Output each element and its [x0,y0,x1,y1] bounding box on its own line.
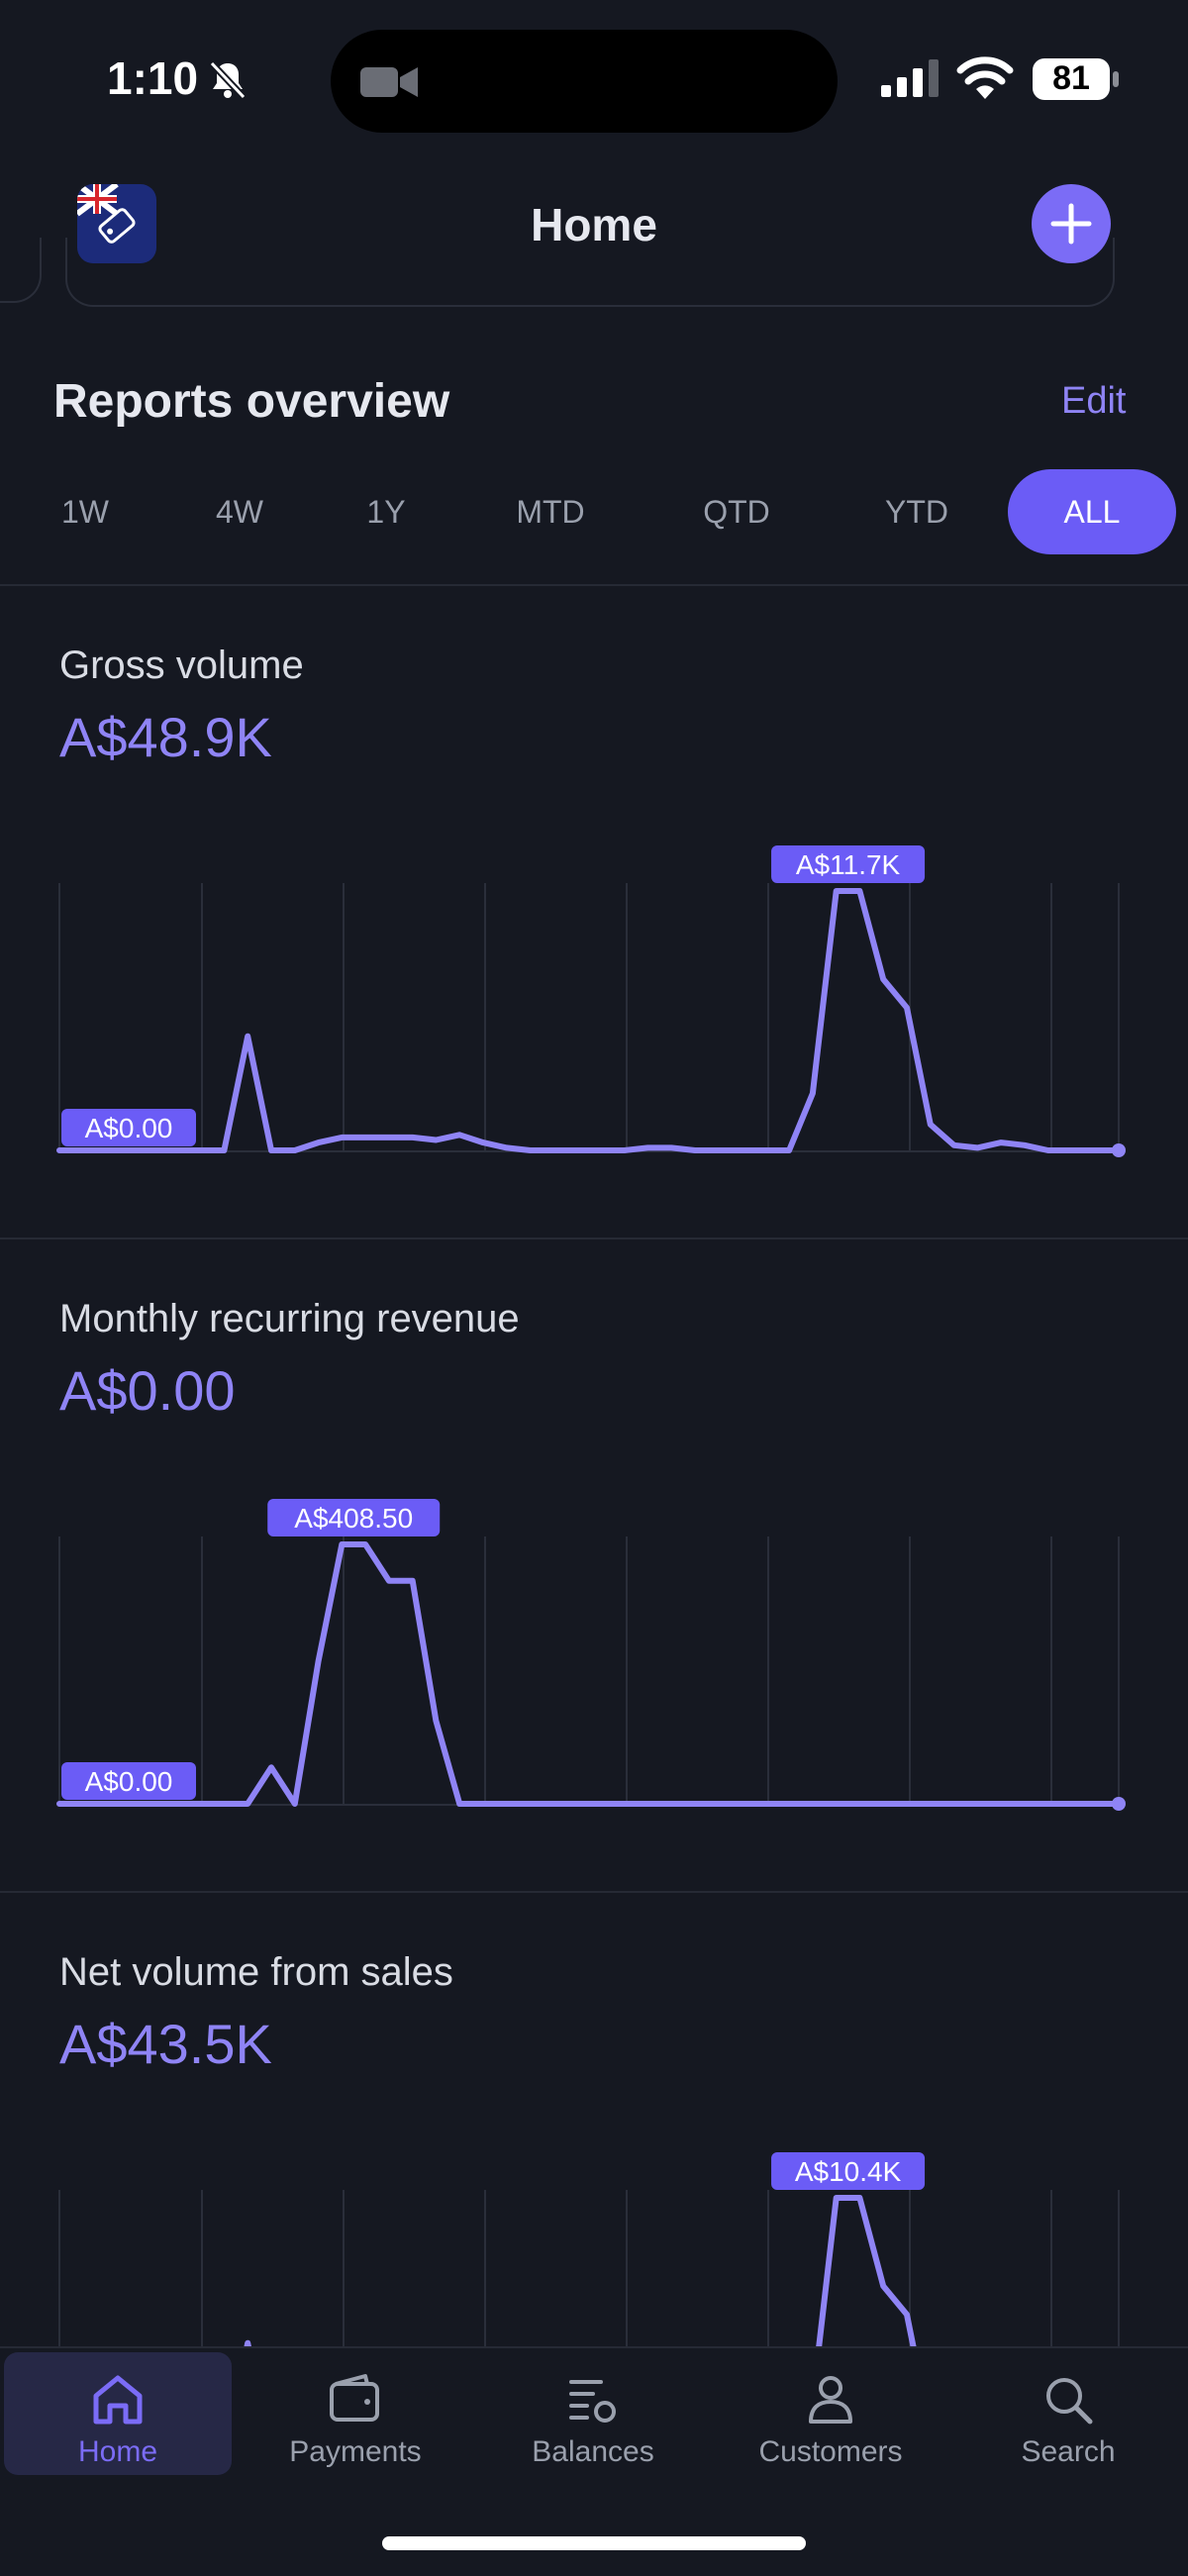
nav-customers[interactable]: Customers [717,2352,944,2475]
mrr-title: Monthly recurring revenue [59,1297,520,1340]
status-time: 1:10 [107,52,199,104]
nav-customers-label: Customers [758,2435,903,2468]
divider [0,1238,1188,1239]
divider [0,584,1188,586]
net-volume-title: Net volume from sales [59,1950,453,1994]
nav-payments-label: Payments [289,2435,422,2468]
svg-text:A$0.00: A$0.00 [85,1113,173,1143]
previous-card-edge [0,238,42,303]
gross-volume-chart[interactable]: A$11.7K A$0.00 [40,842,1188,1168]
flag-tag-icon [77,184,156,263]
nav-search[interactable]: Search [954,2352,1182,2475]
home-indicator [382,2536,806,2550]
bell-muted-icon [209,60,247,100]
reports-overview-title: Reports overview [53,375,450,428]
gross-volume-title: Gross volume [59,644,304,687]
nav-search-label: Search [1021,2435,1116,2468]
tab-4w[interactable]: 4W [216,494,263,530]
nav-balances[interactable]: Balances [479,2352,707,2475]
edit-reports-button[interactable]: Edit [1061,380,1127,422]
tab-1y[interactable]: 1Y [366,494,406,530]
nav-home-label: Home [77,2435,158,2468]
chart-end-point [1112,1797,1126,1811]
add-button[interactable] [1032,184,1111,263]
home-icon [93,2375,143,2425]
tab-1w[interactable]: 1W [61,494,109,530]
page-title: Home [531,199,657,250]
nav-payments[interactable]: Payments [242,2352,469,2475]
nav-home[interactable]: Home [4,2352,232,2475]
chart-series-line [56,888,1122,1153]
battery-level: 81 [1052,59,1090,97]
chart-peak-label: A$10.4K [771,2152,926,2190]
tab-ytd[interactable]: YTD [885,494,948,530]
mrr-value: A$0.00 [59,1359,236,1422]
nav-balances-label: Balances [532,2435,654,2468]
tab-all[interactable]: ALL [1008,469,1176,554]
svg-text:A$408.50: A$408.50 [294,1503,413,1534]
account-avatar[interactable] [77,184,156,263]
chart-peak-label: A$11.7K [771,845,926,883]
wallet-icon [330,2374,379,2422]
battery-icon [1033,58,1119,100]
chart-start-label: A$0.00 [61,1762,196,1800]
mrr-chart[interactable]: A$408.50 A$0.00 [40,1495,1188,1822]
tab-qtd[interactable]: QTD [703,494,770,530]
search-icon [1046,2378,1093,2425]
plus-icon [1050,203,1092,245]
net-volume-value: A$43.5K [59,2013,272,2075]
camera-icon [360,67,418,97]
person-icon [809,2376,852,2424]
wifi-icon [956,56,1014,99]
svg-text:A$11.7K: A$11.7K [796,849,901,880]
account-card-edge [65,238,1115,307]
gross-volume-value: A$48.9K [59,706,272,768]
battery-indicator: 81 [1032,57,1121,101]
tab-mtd[interactable]: MTD [516,494,585,530]
chart-end-point [1112,1143,1126,1157]
cellular-signal-icon [881,59,939,97]
svg-text:A$0.00: A$0.00 [85,1766,173,1797]
svg-text:A$10.4K: A$10.4K [795,2156,902,2187]
chart-series-line [56,1541,1122,1807]
balances-icon [569,2380,616,2423]
divider [0,1891,1188,1893]
chart-start-label: A$0.00 [61,1109,196,1146]
chart-peak-label: A$408.50 [267,1499,441,1536]
